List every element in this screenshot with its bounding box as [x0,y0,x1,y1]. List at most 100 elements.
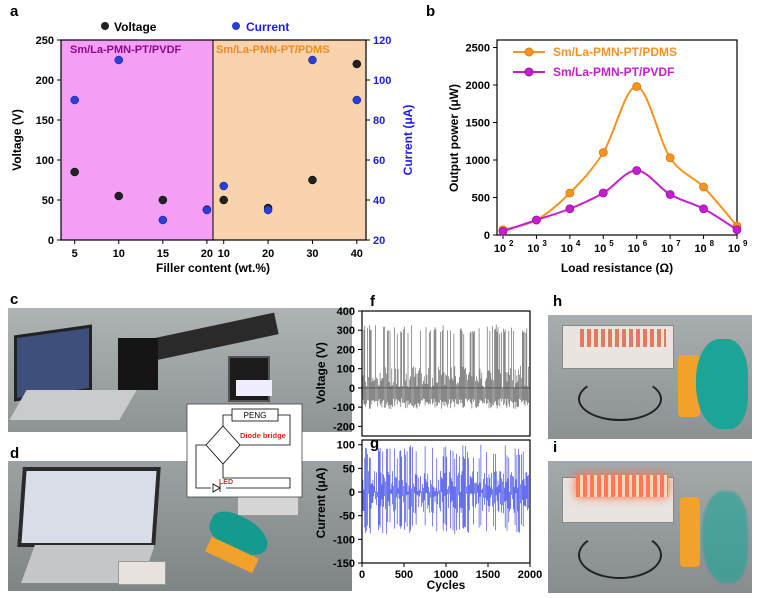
data-points [70,55,362,225]
current-point [263,205,273,215]
led-label: LED [219,479,233,486]
y-tick-label: 1500 [466,118,490,130]
led-array-lit [576,475,668,497]
panel-label-a: a [10,3,19,20]
y-tick-label: -200 [333,421,355,433]
series-point-pdms [565,188,575,198]
voltage-point [70,167,79,177]
x-tick-exponent: 3 [542,239,547,248]
x-tick-label: 2000 [518,569,542,581]
panel-label-c: c [10,291,18,308]
x-axis: 5 10 15 20 10 20 30 40 [72,240,363,260]
x-tick-label: 500 [395,569,413,581]
y-axis-left: 0 50 100 150 200 250 [36,35,61,247]
x-tick-label: 5 [72,248,78,260]
y-tick-label: 50 [42,195,54,207]
current-point [352,95,362,105]
legend-current-label: Current [246,20,289,34]
x-tick-label: 20 [201,248,213,260]
panel-label-h: h [553,293,562,310]
x-tick-label: 10 [494,243,506,255]
wire-return [222,464,291,489]
diode-bridge-label: Diode bridge [240,431,286,440]
voltage-trace [362,324,529,409]
x-axis-label: Cycles [427,578,466,592]
voltage-point [114,191,124,201]
x-tick-label: 10 [594,243,606,255]
legend-pvdf-label: Sm/La-PMN-PT/PVDF [553,65,674,79]
y-axis-label: Voltage (V) [314,342,328,404]
y-axis-right: 20 40 60 80 100 120 [366,35,391,247]
panel-label-b: b [426,3,435,20]
series-point-pvdf [632,166,642,175]
panel-label-g: g [370,435,379,452]
sample-device [678,355,700,417]
x-tick-exponent: 8 [710,239,715,248]
x-tick-label: 20 [262,248,274,260]
series-point-pvdf [498,226,508,236]
y-tick-label: 300 [337,325,355,337]
x-axis: 0 500 1000 1500 2000 [359,563,542,581]
led-icon [212,483,221,493]
photo-i-led-on [548,461,752,593]
y-tick-label: -150 [333,558,355,570]
y-axis: -150 -100 -50 0 50 100 [333,440,362,570]
x-tick-exponent: 2 [509,239,514,248]
y2-tick-label: 120 [373,35,391,47]
voltage-signal [362,324,530,409]
peng-label: PENG [244,411,267,420]
chart-g: -150 -100 -50 0 50 100 0 500 1000 1500 2000 Curre… [314,439,542,592]
y-tick-label: 400 [337,306,355,318]
wire-bottom [195,444,211,489]
panel-label-i: i [553,439,557,456]
voltage-point [219,195,228,205]
y-tick-label: 2500 [466,43,490,55]
y-axis-label: Output power (μW) [447,84,461,192]
gloved-hand-motion [702,491,748,583]
x-tick-label: 10 [694,243,706,255]
y-tick-label: 250 [36,35,54,47]
y-axis: 0 500 1000 1500 2000 2500 [466,43,497,242]
series-point-pdms [665,153,675,163]
x-axis-label: Load resistance (Ω) [561,261,673,275]
x-tick-label: 30 [306,248,318,260]
current-signal [362,444,529,534]
circuit-diagram-e: PENG Diode bridge LED [186,403,303,498]
y2-tick-label: 60 [373,155,385,167]
series-point-pvdf [732,225,742,235]
x-tick-label: 1000 [434,569,458,581]
series-line-pdms [502,85,738,231]
panel-label-f: f [370,293,376,310]
voltage-point [352,59,362,69]
led-array [580,329,666,347]
y-tick-label: -100 [333,402,355,414]
voltage-point [308,175,317,185]
pvdf-region-background [61,40,213,240]
x-tick-exponent: 7 [676,239,681,248]
x-tick-label: 10 [661,243,673,255]
x-axis-label: Filler content (wt.%) [156,261,270,275]
series-point-pvdf [699,204,708,214]
x-tick-exponent: 4 [576,239,581,248]
wire [578,531,662,579]
current-point [308,55,317,65]
x-tick-label: 10 [218,248,230,260]
y-axis-label: Current (μA) [314,468,328,539]
y-tick-label: 0 [484,230,490,242]
y-tick-label: 0 [349,383,355,395]
x-axis: 10 2 10 3 10 4 10 5 10 6 10 7 10 8 10 9 [494,235,748,255]
photo-c-experimental-setup [8,308,352,432]
legend-current-marker [232,22,240,30]
x-tick-label: 0 [359,569,365,581]
breadboard [118,561,166,585]
y2-tick-label: 40 [373,195,385,207]
legend-pvdf-marker [524,67,534,77]
y-axis-label-left: Voltage (V) [10,109,24,171]
y2-tick-label: 20 [373,235,385,247]
data-series [498,82,742,236]
current-trace [362,444,529,534]
x-tick-exponent: 6 [643,239,648,248]
x-tick-label: 10 [113,248,125,260]
y-tick-label: 0 [48,235,54,247]
